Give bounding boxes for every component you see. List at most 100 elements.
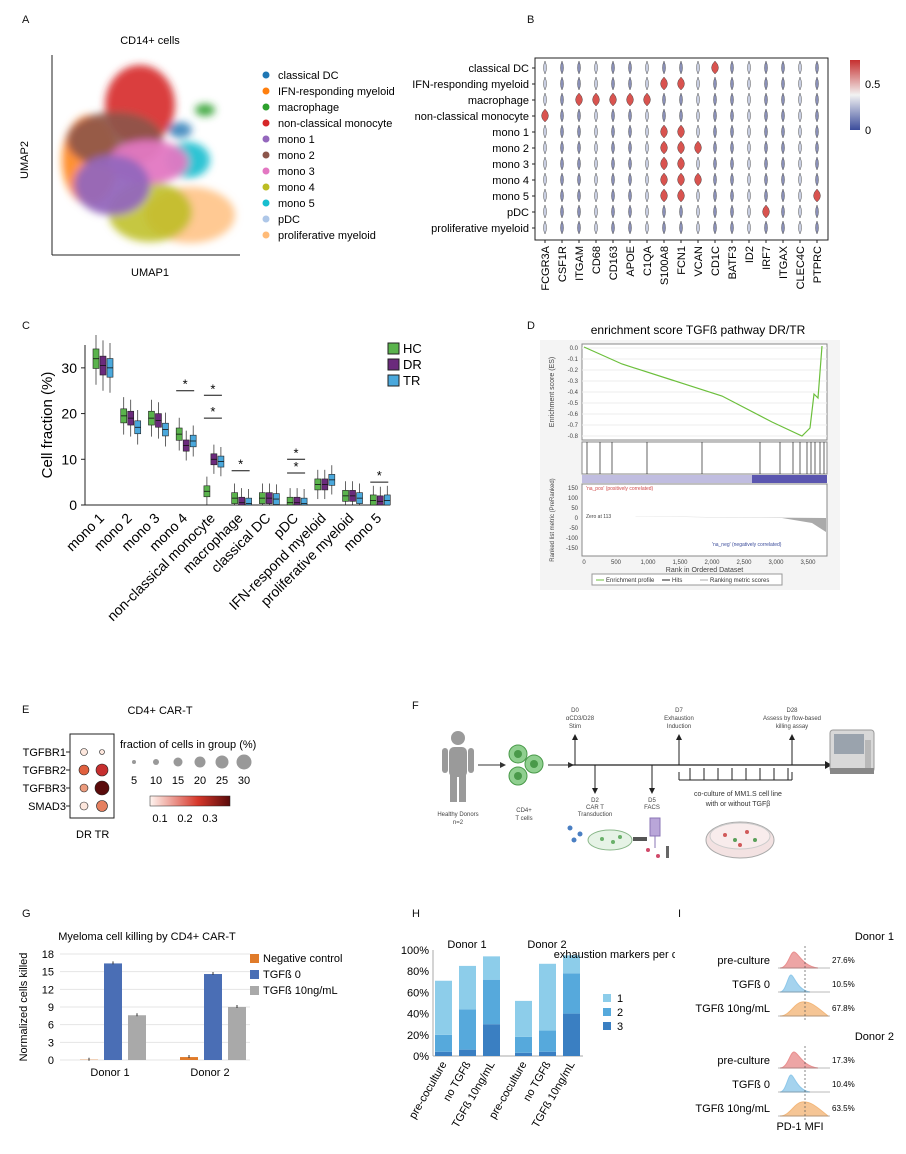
i-pct-1-0: 17.3% <box>832 1056 855 1065</box>
violin-4-12 <box>747 124 751 139</box>
violin-1-2 <box>577 76 581 91</box>
violin-7-13 <box>764 172 768 187</box>
violin-row-label-0: classical DC <box>468 63 529 75</box>
e-gene-0: TGFBR1 <box>23 747 66 759</box>
violin-7-14 <box>781 172 785 187</box>
c-ylabel: Cell fraction (%) <box>39 372 56 479</box>
violin-6-14 <box>781 156 785 171</box>
violin-2-2 <box>575 92 583 107</box>
d28-assess: Assess by flow-based <box>763 716 821 722</box>
arrow-bar-icon <box>633 837 647 841</box>
e-group-0: DR <box>76 829 92 841</box>
violin-6-5 <box>628 156 632 171</box>
i-pct-0-1: 10.5% <box>832 980 855 989</box>
i-hist-1-1 <box>779 1074 811 1093</box>
violin-2-11 <box>730 92 734 107</box>
gene-label-11: BATF3 <box>727 246 739 279</box>
panel-i-histograms: Donor 1 pre-culture 27.6% TGFß 0 10.5% TGFß 1… <box>695 931 894 1133</box>
e-gene-2: TGFBR3 <box>23 783 66 795</box>
d-xtick-3: 1,500 <box>672 560 688 566</box>
umap-title: CD14+ cells <box>120 35 180 47</box>
c-sig-star-0: * <box>183 377 188 392</box>
i-hist-0-1 <box>779 974 811 993</box>
e-color-tick-0: 0.1 <box>152 813 167 825</box>
timeline-ticks <box>689 768 789 780</box>
violin-1-11 <box>730 76 734 91</box>
violin-1-10 <box>713 76 717 91</box>
violin-0-1 <box>560 60 564 75</box>
panel-letter-h: H <box>412 908 420 920</box>
violin-1-6 <box>645 76 649 91</box>
i-row-label-0-0: pre-culture <box>717 955 770 967</box>
violin-row-label-3: non-classical monocyte <box>415 111 529 123</box>
c-legend-swatch-0 <box>387 342 400 355</box>
violin-8-5 <box>628 188 632 203</box>
violin-7-4 <box>611 172 615 187</box>
violin-9-4 <box>611 204 615 219</box>
h-bar-3-1 <box>515 1036 532 1053</box>
violin-0-5 <box>628 60 632 75</box>
d-rank-ylabel: Ranked list metric (PreRanked) <box>550 478 556 561</box>
violin-3-3 <box>594 108 598 123</box>
c-ytick-label-0: 0 <box>69 497 77 513</box>
violin-5-3 <box>594 140 598 155</box>
legend-dot-3 <box>262 119 270 127</box>
e-colorbar <box>149 795 231 807</box>
d-xtick-2: 1,000 <box>640 560 656 566</box>
panel-letter-f: F <box>412 700 419 712</box>
violin-7-9 <box>694 172 702 187</box>
violin-4-5 <box>628 124 632 139</box>
violin-0-4 <box>611 60 615 75</box>
i-hist-0-0 <box>779 951 819 969</box>
violin-5-12 <box>747 140 751 155</box>
violin-8-7 <box>660 188 668 203</box>
violin-10-0 <box>543 220 547 235</box>
g-title: Myeloma cell killing by CD4+ CAR-T <box>58 931 236 943</box>
violin-4-15 <box>798 124 802 139</box>
i-row-label-0-2: TGFß 10ng/mL <box>695 1003 770 1015</box>
e-size-tick-3: 20 <box>194 775 206 787</box>
violin-7-7 <box>660 172 668 187</box>
violin-9-3 <box>594 204 598 219</box>
h-legend-label-0: 1 <box>617 993 623 1005</box>
legend-dot-7 <box>262 183 270 191</box>
g-bar-0-2 <box>128 1015 146 1060</box>
violin-0-3 <box>594 60 598 75</box>
gene-label-9: VCAN <box>693 246 705 277</box>
i-pct-0-2: 67.8% <box>832 1004 855 1013</box>
d-xtick-4: 2,000 <box>704 560 720 566</box>
violin-8-16 <box>813 188 821 203</box>
d-title: enrichment score TGFß pathway DR/TR <box>591 323 806 337</box>
legend-label-1: IFN-responding myeloid <box>278 86 395 98</box>
d-es-tick-7: -0.7 <box>568 423 579 429</box>
violin-5-13 <box>764 140 768 155</box>
g-legend-swatch-0 <box>250 954 259 963</box>
gene-label-8: FCN1 <box>676 246 688 275</box>
g-legend-swatch-1 <box>250 970 259 979</box>
violin-8-1 <box>560 188 564 203</box>
e-size-tick-2: 15 <box>172 775 184 787</box>
c-box-10-1 <box>376 495 384 506</box>
gene-label-1: CSF1R <box>557 246 569 282</box>
violin-8-11 <box>730 188 734 203</box>
e-gene-3: SMAD3 <box>28 801 66 813</box>
violin-3-9 <box>696 108 700 123</box>
legend-label-0: classical DC <box>278 70 339 82</box>
violin-10-4 <box>611 220 615 235</box>
panel-letter-g: G <box>22 908 31 920</box>
violin-3-14 <box>781 108 785 123</box>
violin-4-7 <box>660 124 668 139</box>
violin-5-1 <box>560 140 564 155</box>
c-ytick-label-2: 20 <box>61 406 77 422</box>
gene-label-12: ID2 <box>744 246 756 263</box>
violin-row-label-4: mono 1 <box>492 127 529 139</box>
violin-7-11 <box>730 172 734 187</box>
c-sig-star-6: * <box>377 468 382 483</box>
violin-8-3 <box>594 188 598 203</box>
c-ytick-label-1: 10 <box>61 451 77 467</box>
violin-3-1 <box>560 108 564 123</box>
violin-8-0 <box>543 188 547 203</box>
violin-6-4 <box>611 156 615 171</box>
violin-6-7 <box>660 156 668 171</box>
violin-2-6 <box>643 92 651 107</box>
